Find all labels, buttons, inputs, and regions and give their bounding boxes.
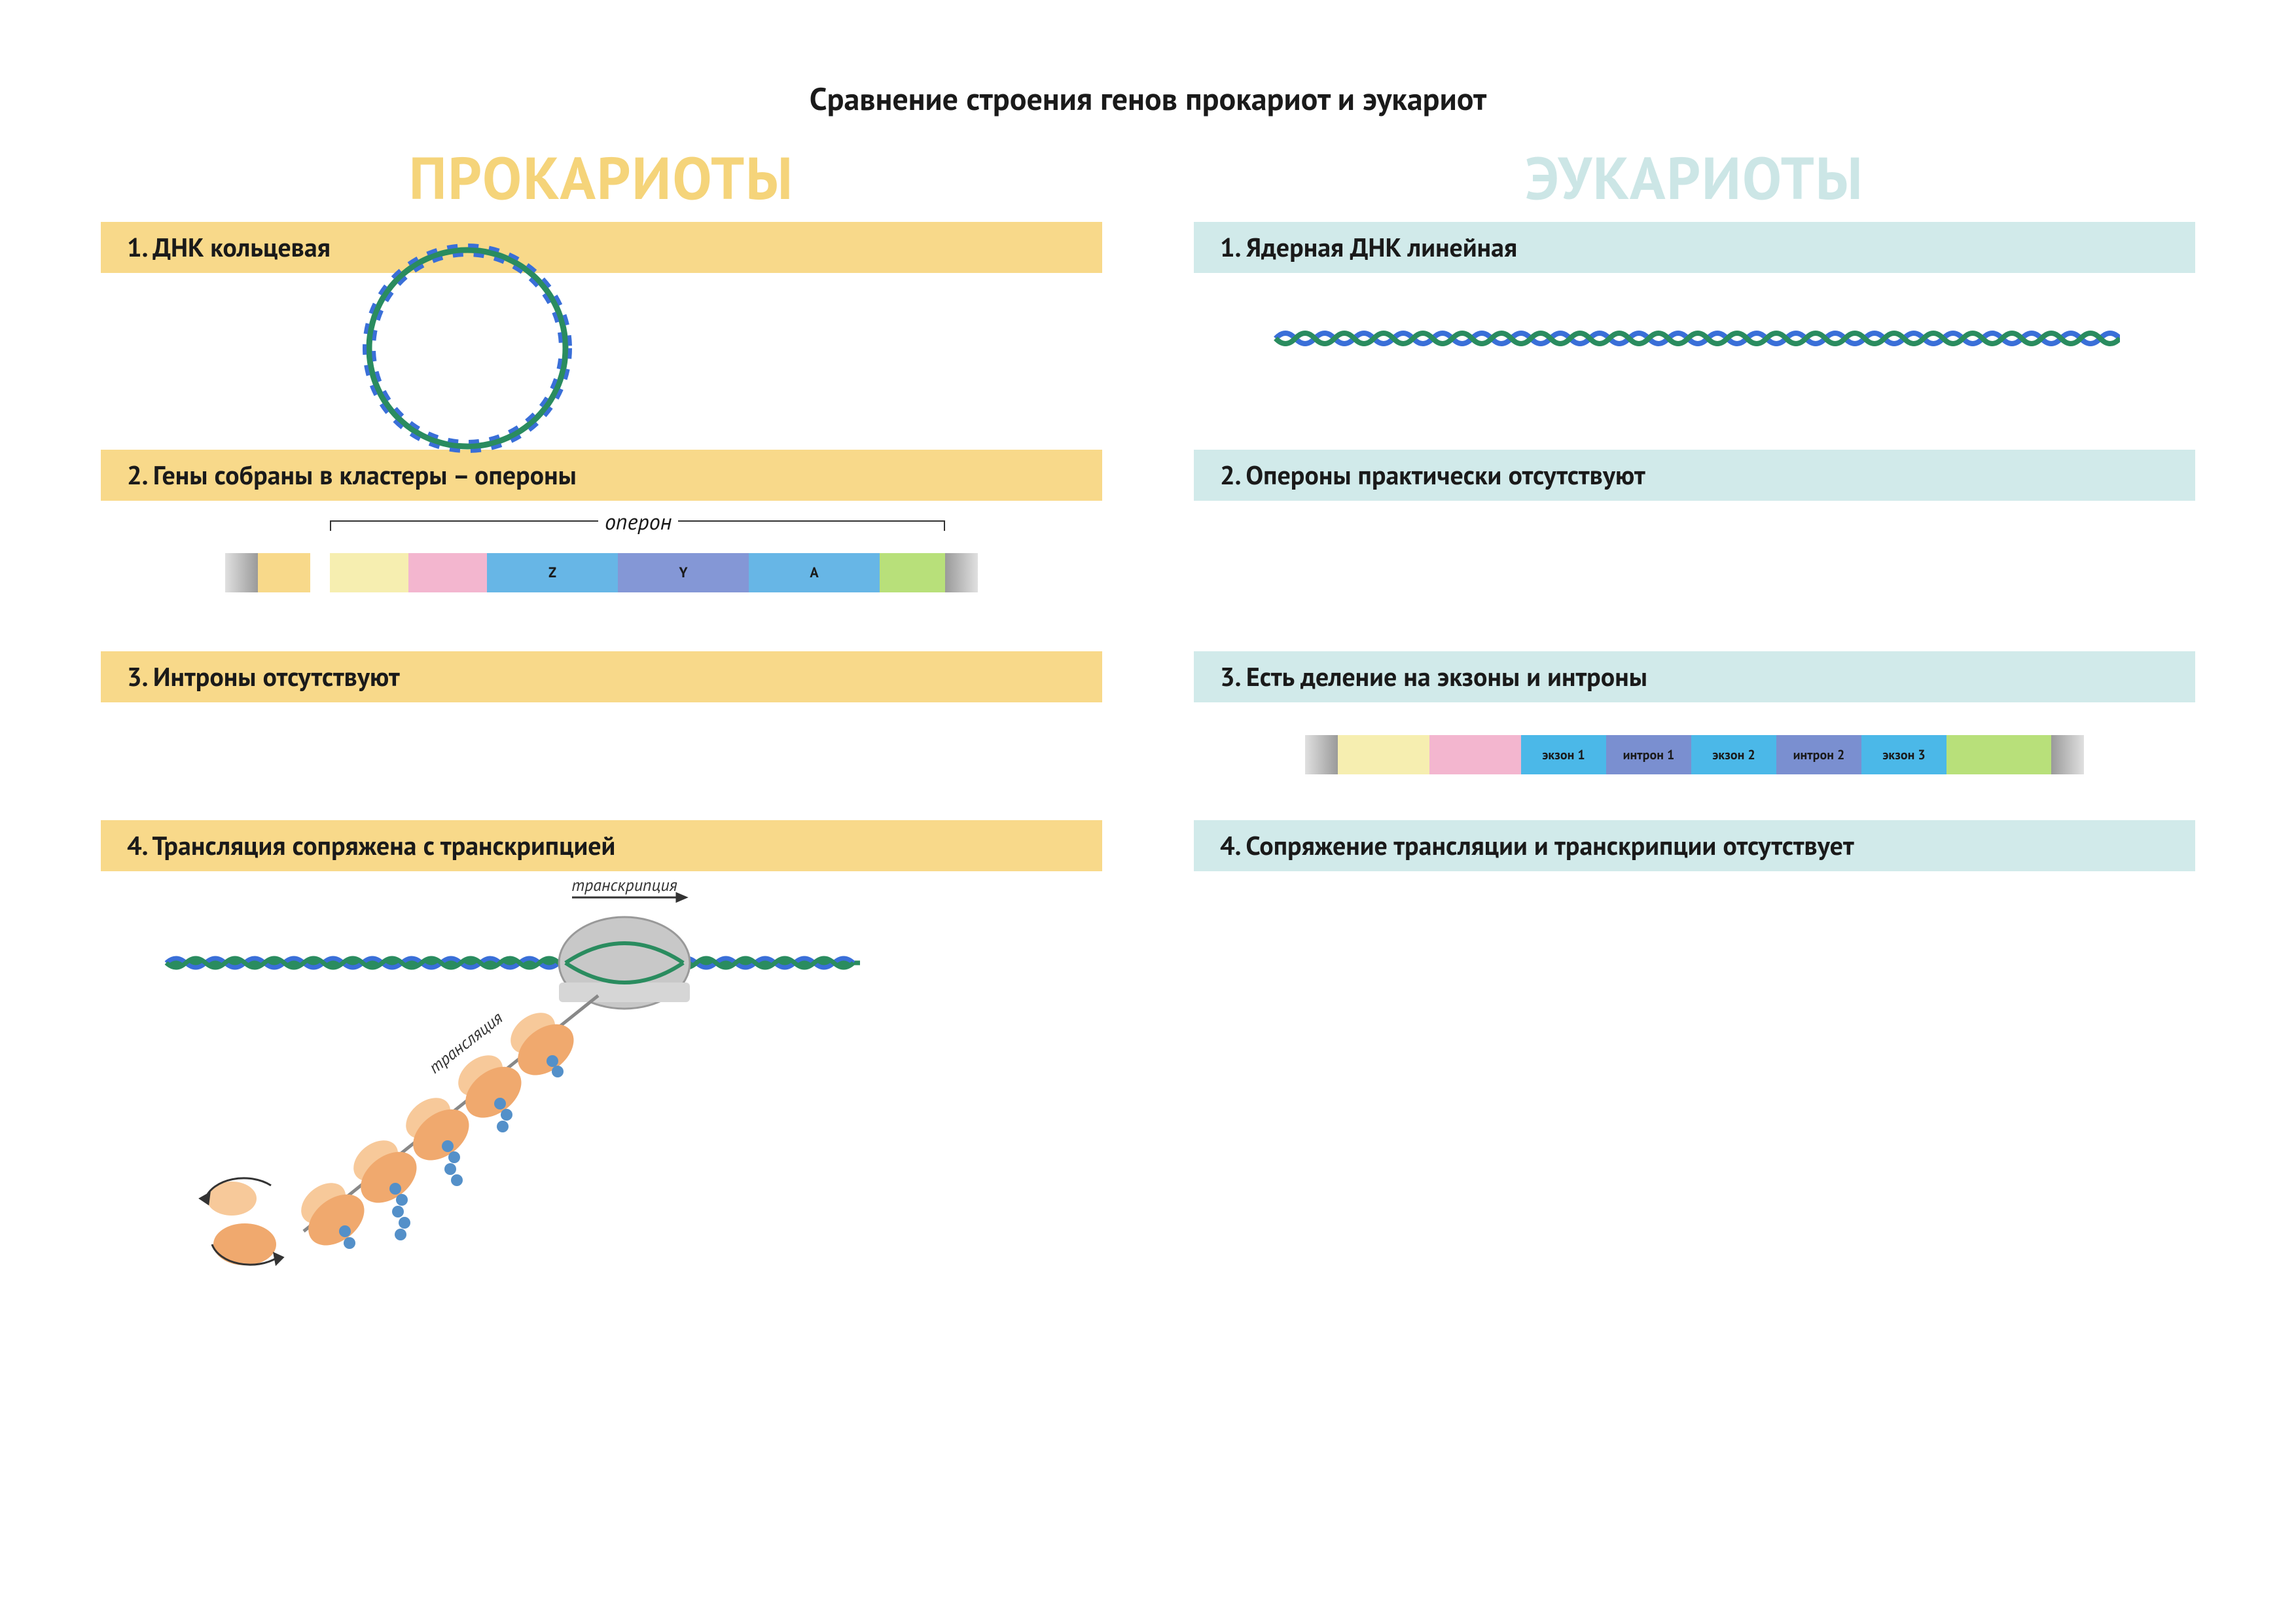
exonintron-block — [1946, 735, 2051, 774]
exonintron-block — [1338, 735, 1429, 774]
exonintron-block: экзон 3 — [1861, 735, 1946, 774]
exonintron-block: интрон 1 — [1606, 735, 1691, 774]
operon-block — [310, 553, 330, 592]
transcription-translation-icon: транскрипция — [153, 865, 873, 1271]
eukaryotes-column: ЭУКАРИОТЫ 1. Ядерная ДНК линейная 2. Опе… — [1194, 139, 2195, 1231]
gene-cap-right-euk — [2051, 735, 2084, 774]
euk-row-4: 4. Сопряжение трансляции и транскрипции … — [1194, 820, 2195, 871]
prok-row-4: 4. Трансляция сопряжена с транскрипцией — [101, 820, 1102, 871]
operon-label: оперон — [598, 507, 678, 536]
exon-intron-diagram: экзон 1интрон 1экзон 2интрон 2экзон 3 — [1194, 709, 2195, 807]
operon-block — [258, 553, 310, 592]
euk-row-3: 3. Есть деление на экзоны и интроны — [1194, 651, 2195, 702]
exonintron-block: интрон 2 — [1776, 735, 1861, 774]
operon-block — [880, 553, 945, 592]
prokaryotes-header: ПРОКАРИОТЫ — [101, 139, 1102, 215]
comparison-columns: ПРОКАРИОТЫ 1. ДНК кольцевая — [79, 139, 2217, 1231]
no-introns-diagram — [101, 709, 1102, 807]
operon-track: ZYA — [225, 553, 978, 592]
prok-row-2: 2. Гены собраны в кластеры – опероны — [101, 450, 1102, 501]
coupled-translation-diagram: транскрипция — [101, 878, 1102, 1218]
main-title: Сравнение строения генов прокариот и эук… — [79, 79, 2217, 119]
operon-block: A — [749, 553, 880, 592]
prok-row-1: 1. ДНК кольцевая — [101, 222, 1102, 273]
no-coupling-diagram — [1194, 878, 2195, 1218]
euk-row-1: 1. Ядерная ДНК линейная — [1194, 222, 2195, 273]
eukaryotes-header: ЭУКАРИОТЫ — [1194, 139, 2195, 215]
operon-block — [408, 553, 487, 592]
exonintron-block: экзон 1 — [1521, 735, 1606, 774]
exonintron-block — [1429, 735, 1521, 774]
euk-row-2: 2. Опероны практически отсутствуют — [1194, 450, 2195, 501]
operon-block — [330, 553, 408, 592]
operon-diagram: оперон ZYA — [101, 507, 1102, 638]
linear-dna-icon — [1269, 325, 2120, 352]
operon-block: Z — [487, 553, 618, 592]
exonintron-block: экзон 2 — [1691, 735, 1776, 774]
prok-row-3: 3. Интроны отсутствуют — [101, 651, 1102, 702]
prokaryotes-column: ПРОКАРИОТЫ 1. ДНК кольцевая — [101, 139, 1102, 1231]
gene-cap-right — [945, 553, 978, 592]
circular-dna-diagram: /* placeholder - replaced below via stat… — [101, 280, 1102, 437]
gene-cap-left-euk — [1305, 735, 1338, 774]
operon-block: Y — [618, 553, 749, 592]
gene-cap-left — [225, 553, 258, 592]
circular-dna-icon: /* placeholder - replaced below via stat… — [343, 224, 592, 473]
svg-text:транскрипция: транскрипция — [571, 875, 677, 896]
no-operons-diagram — [1194, 507, 2195, 638]
linear-dna-diagram — [1194, 280, 2195, 437]
exonintron-track: экзон 1интрон 1экзон 2интрон 2экзон 3 — [1305, 735, 2084, 774]
